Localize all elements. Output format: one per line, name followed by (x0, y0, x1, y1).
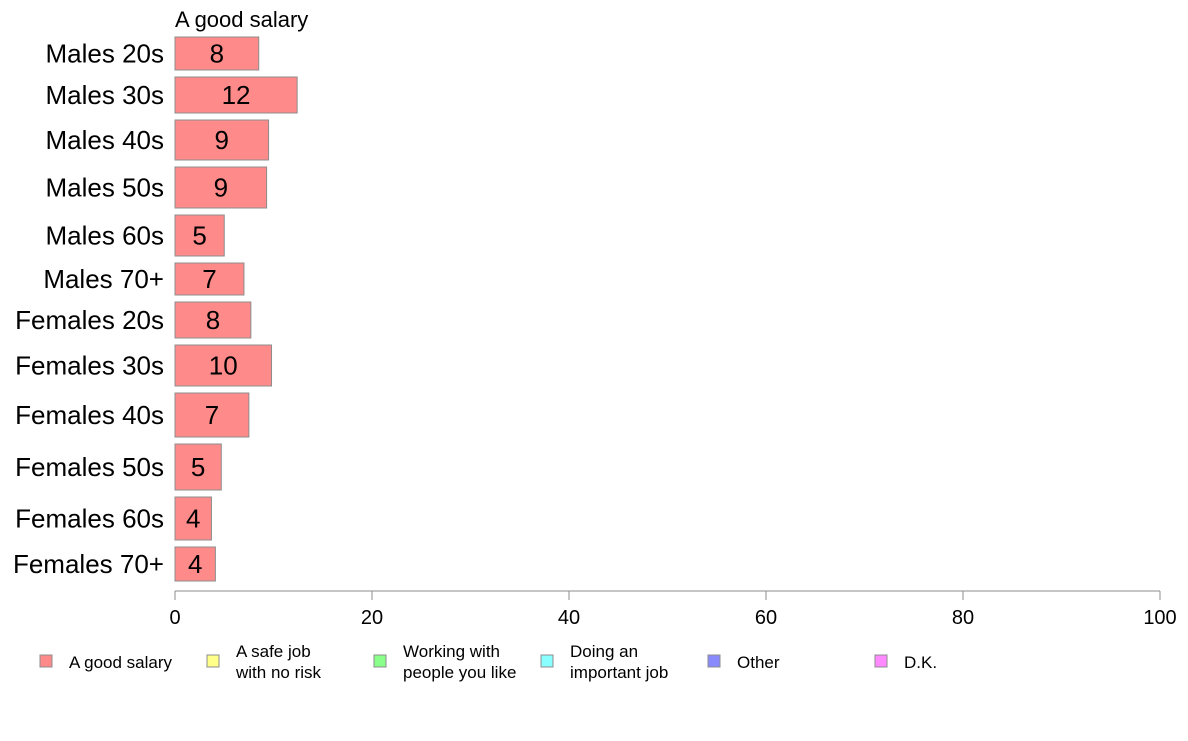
bar (174, 36, 260, 71)
legend-swatch (874, 654, 888, 668)
bar (174, 301, 252, 339)
category-label: Males 50s (46, 173, 165, 203)
legend-swatch (540, 654, 554, 668)
x-tick-label: 80 (952, 607, 974, 629)
bar-value-label: 12 (222, 80, 251, 110)
bar-value-label: 7 (205, 400, 219, 430)
legend-swatch (39, 654, 53, 668)
legend-swatch (373, 654, 387, 668)
bar-value-label: 8 (206, 305, 220, 335)
legend-item: A good salary (39, 653, 173, 672)
legend-label: Other (737, 653, 780, 672)
bar (174, 119, 270, 161)
x-tick-label: 60 (755, 607, 777, 629)
bar-value-label: 4 (188, 549, 202, 579)
x-axis: 0 20 40 60 80 100 (169, 590, 1177, 629)
legend-label: Doing an important job (570, 642, 668, 682)
bar-value-label: 8 (210, 39, 224, 69)
bar (174, 76, 298, 114)
legend-label: A safe job with no risk (235, 642, 322, 682)
bars (174, 36, 298, 582)
bar-value-label: 7 (202, 264, 216, 294)
legend-label: A good salary (69, 653, 173, 672)
category-label: Females 20s (15, 305, 164, 335)
legend-item: D.K. (874, 653, 937, 672)
bar (174, 214, 225, 257)
category-label: Females 70+ (13, 549, 164, 579)
x-tick-label: 100 (1143, 607, 1176, 629)
bar-value-label: 10 (209, 351, 238, 381)
bar-value-label: 5 (191, 452, 205, 482)
legend-swatch (206, 654, 220, 668)
bar (174, 392, 250, 438)
legend-label: D.K. (904, 653, 937, 672)
bar-value-label: 5 (192, 221, 206, 251)
legend: A good salary A safe job with no risk Worki… (39, 642, 937, 682)
bar-value-label: 4 (186, 504, 200, 534)
category-label: Males 40s (46, 125, 165, 155)
category-labels: Males 20s Males 30s Males 40s Males 50s Male… (13, 39, 164, 580)
category-label: Males 30s (46, 80, 165, 110)
legend-item: Working with people you like (373, 642, 516, 682)
category-label: Males 60s (46, 221, 165, 251)
x-tick-label: 40 (558, 607, 580, 629)
legend-item: Doing an important job (540, 642, 668, 682)
bar (174, 262, 245, 296)
x-tick-label: 0 (169, 607, 180, 629)
bar (174, 443, 222, 491)
category-label: Males 70+ (43, 264, 164, 294)
bar-value-label: 9 (214, 173, 228, 203)
legend-item: Other (707, 653, 780, 672)
category-label: Females 40s (15, 400, 164, 430)
bar (174, 496, 212, 541)
legend-label: Working with people you like (403, 642, 516, 682)
category-label: Males 20s (46, 39, 165, 69)
x-tick-label: 20 (361, 607, 383, 629)
category-label: Females 30s (15, 351, 164, 381)
bar-value-label: 9 (215, 125, 229, 155)
panel-title: A good salary (175, 7, 308, 32)
bar (174, 344, 273, 387)
legend-item: A safe job with no risk (206, 642, 322, 682)
legend-swatch (707, 654, 721, 668)
bar (174, 546, 216, 582)
category-label: Females 50s (15, 452, 164, 482)
category-label: Females 60s (15, 504, 164, 534)
bar (174, 166, 268, 209)
